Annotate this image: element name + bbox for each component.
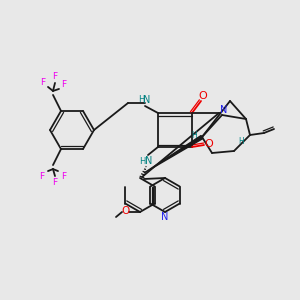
Text: F: F <box>61 172 67 181</box>
Text: F: F <box>52 72 58 81</box>
Text: F: F <box>39 172 45 181</box>
Text: F: F <box>40 78 46 87</box>
Text: O: O <box>121 206 129 216</box>
Text: N: N <box>161 212 169 222</box>
Text: H: H <box>191 130 197 140</box>
Text: N: N <box>220 105 228 115</box>
Text: F: F <box>52 178 58 187</box>
Text: H: H <box>238 136 244 146</box>
Text: N: N <box>143 95 151 105</box>
Text: F: F <box>61 80 67 89</box>
Text: N: N <box>145 156 153 166</box>
Text: H: H <box>139 157 145 166</box>
Text: H: H <box>138 95 144 104</box>
Polygon shape <box>144 136 203 173</box>
Text: O: O <box>199 91 207 101</box>
Text: O: O <box>205 139 213 149</box>
